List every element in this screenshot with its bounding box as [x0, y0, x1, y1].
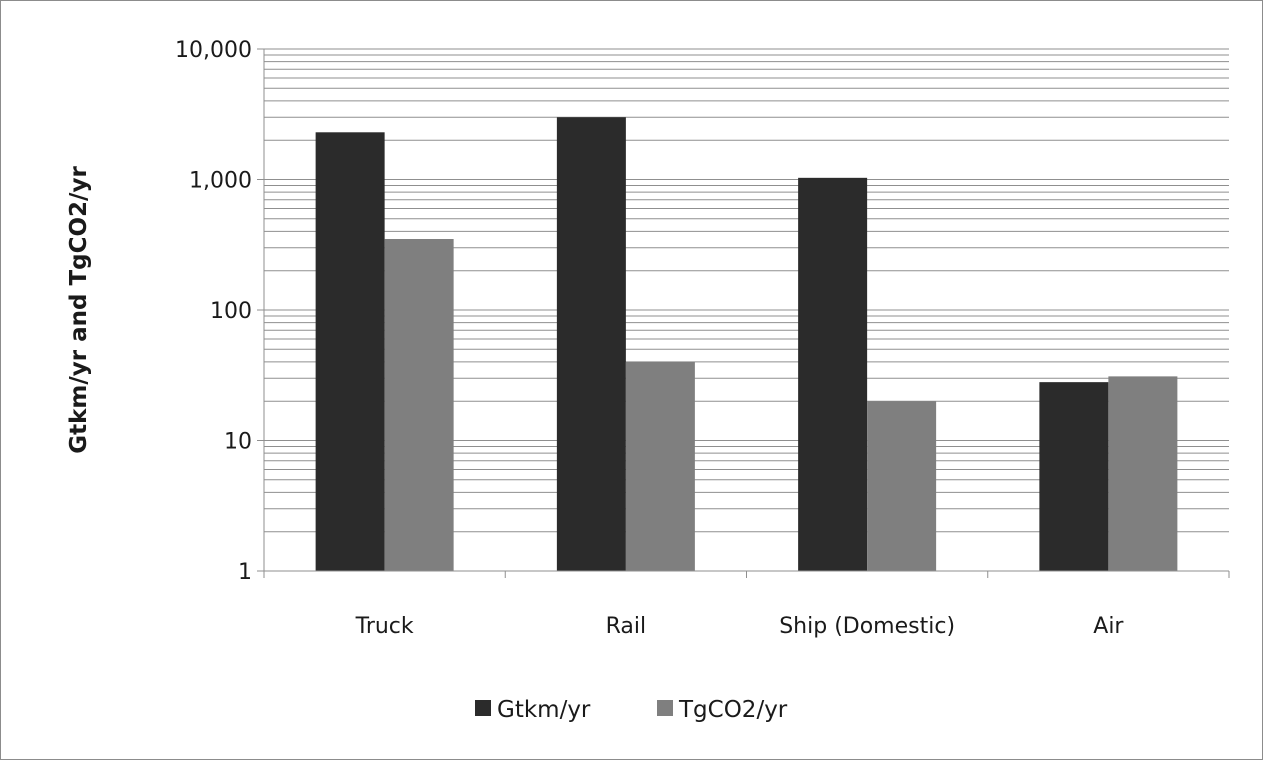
bar-tgco2-yr-ship-domestic- [867, 401, 937, 571]
bar-gtkm-yr-air [1039, 382, 1109, 571]
legend-swatch [657, 700, 673, 716]
x-tick-label: Air [1093, 614, 1124, 639]
bar-gtkm-yr-ship-domestic- [798, 177, 868, 571]
y-tick-label: 1,000 [189, 169, 252, 194]
legend-label: TgCO2/yr [678, 697, 788, 723]
axes [257, 48, 1230, 578]
x-tick-label: Truck [355, 614, 414, 639]
bar-tgco2-yr-rail [625, 361, 695, 571]
y-axis-title: Gtkm/yr and TgCO2/yr [66, 166, 92, 454]
x-tick-label: Ship (Domestic) [779, 614, 955, 639]
labels: 1 10 100 1,000 10,000 Truck Rail Ship (Domestic… [175, 38, 1124, 639]
bar-tgco2-yr-truck [384, 238, 454, 571]
bar-gtkm-yr-rail [556, 117, 626, 571]
y-tick-label: 1 [238, 560, 252, 585]
y-tick-label: 100 [210, 299, 252, 324]
bar-tgco2-yr-air [1108, 376, 1178, 571]
y-tick-label: 10,000 [175, 38, 252, 63]
legend-label: Gtkm/yr [497, 697, 591, 723]
legend-swatch [475, 700, 491, 716]
bar-gtkm-yr-truck [315, 132, 385, 572]
y-tick-label: 10 [224, 430, 252, 455]
legend: Gtkm/yr TgCO2/yr [475, 697, 788, 723]
bars [315, 117, 1178, 572]
x-tick-label: Rail [606, 614, 647, 639]
